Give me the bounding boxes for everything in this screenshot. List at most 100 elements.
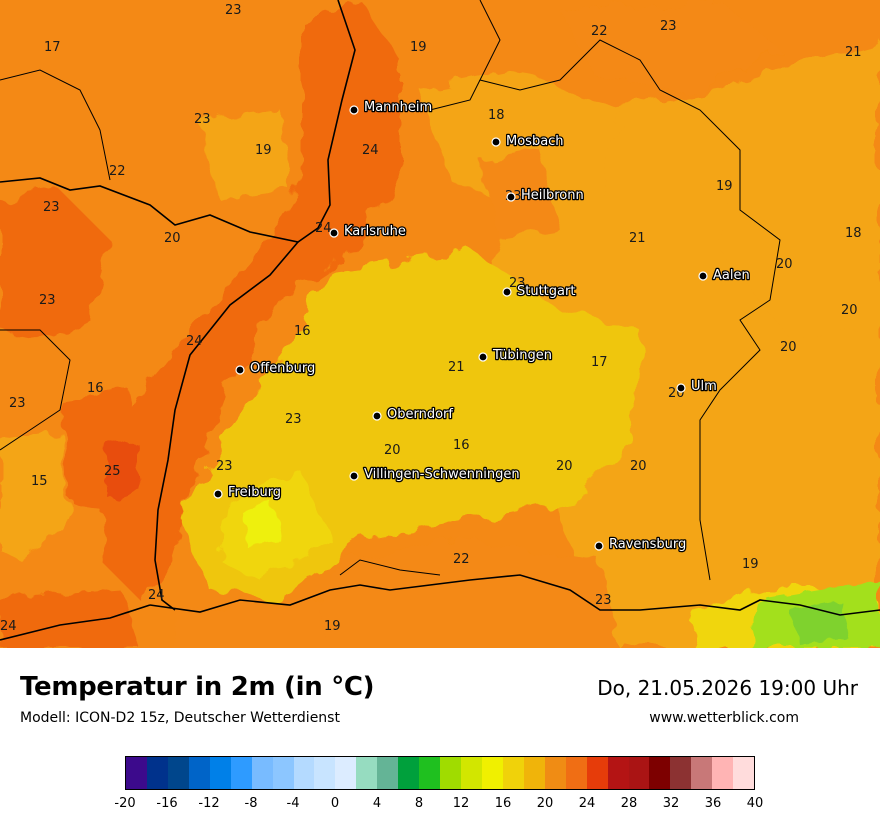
value-label: 16 <box>453 438 470 453</box>
legend-tick-label: 28 <box>620 796 638 811</box>
city-label-tuebingen[interactable]: Tübingen <box>491 347 554 365</box>
legend-swatch <box>712 757 734 789</box>
city-label-karlsruhe[interactable]: Karlsruhe <box>343 223 407 241</box>
legend-swatch <box>733 757 755 789</box>
legend-tick-label: -16 <box>156 796 178 811</box>
value-label: 20 <box>630 459 647 474</box>
map-title: Temperatur in 2m (in °C) <box>20 672 375 702</box>
legend-tick-label: 20 <box>536 796 554 811</box>
legend-swatch <box>377 757 399 789</box>
legend-tick-label: 32 <box>662 796 680 811</box>
value-label: 18 <box>488 108 505 123</box>
legend-swatch <box>523 757 545 789</box>
city-label-heilbronn[interactable]: Heilbronn <box>520 187 585 205</box>
legend-swatch <box>293 757 315 789</box>
legend-swatch <box>146 757 168 789</box>
color-scale <box>125 756 755 790</box>
legend-tick-label: 12 <box>452 796 470 811</box>
legend-tick-label: -12 <box>198 796 220 811</box>
legend-tick-label: -20 <box>114 796 136 811</box>
value-label: 24 <box>0 619 17 634</box>
value-label: 24 <box>315 221 332 236</box>
legend-swatch <box>230 757 252 789</box>
legend-tick-label: -8 <box>244 796 258 811</box>
city-label-mannheim[interactable]: Mannheim <box>363 99 434 117</box>
city-markers: Mannheim Mosbach Heilbronn Karlsruhe Aal… <box>213 99 751 554</box>
legend-swatch <box>502 757 524 789</box>
value-label: 23 <box>216 459 233 474</box>
city-label-offenburg[interactable]: Offenburg <box>249 360 317 378</box>
value-label: 23 <box>660 19 677 34</box>
city-label-ravensburg[interactable]: Ravensburg <box>608 536 688 554</box>
city-label-ulm[interactable]: Ulm <box>690 378 718 396</box>
city-dot <box>676 383 686 393</box>
temperature-fields <box>0 0 880 648</box>
city-dot <box>329 228 339 238</box>
value-label: 19 <box>255 143 272 158</box>
value-label: 21 <box>448 360 465 375</box>
city-label-aalen[interactable]: Aalen <box>712 267 751 285</box>
legend-swatch <box>607 757 629 789</box>
value-label: 20 <box>841 303 858 318</box>
city-dot <box>502 287 512 297</box>
temperature-fields-cool <box>750 580 880 648</box>
legend-tick-label: 4 <box>372 796 382 811</box>
city-label-mosbach[interactable]: Mosbach <box>505 133 565 151</box>
city-dot <box>698 271 708 281</box>
value-label: 20 <box>164 231 181 246</box>
city-dot <box>478 352 488 362</box>
legend-swatch <box>481 757 503 789</box>
value-label: 20 <box>780 340 797 355</box>
value-label: 23 <box>595 593 612 608</box>
country-borders <box>0 0 880 641</box>
value-label: 17 <box>591 355 608 370</box>
city-label-villingen-schwenningen[interactable]: Villingen-Schwenningen <box>363 466 521 484</box>
value-label: 23 <box>225 3 242 18</box>
value-label: 19 <box>742 557 759 572</box>
value-label: 20 <box>776 257 793 272</box>
legend-swatch <box>419 757 441 789</box>
color-scale-ticks: -20 -16 -12 -8 -4 0 4 8 12 16 20 24 28 32 36 40 <box>0 791 880 821</box>
value-label: 23 <box>194 112 211 127</box>
value-label: 21 <box>845 45 862 60</box>
legend-swatch <box>272 757 294 789</box>
value-label: 19 <box>716 179 733 194</box>
city-label-oberndorf[interactable]: Oberndorf <box>386 406 455 424</box>
value-label: 16 <box>87 381 104 396</box>
legend-swatch <box>670 757 692 789</box>
state-borders <box>0 0 781 581</box>
legend-swatch <box>565 757 587 789</box>
legend-swatch <box>586 757 608 789</box>
value-label: 19 <box>410 40 427 55</box>
legend-swatch <box>188 757 210 789</box>
legend-swatch <box>691 757 713 789</box>
city-label-freiburg[interactable]: Freiburg <box>227 484 283 502</box>
value-label: 23 <box>509 276 526 291</box>
city-label-stuttgart[interactable]: Stuttgart <box>516 283 577 301</box>
city-dot <box>506 192 516 202</box>
website-link[interactable]: www.wetterblick.com <box>649 710 799 726</box>
legend-swatch <box>398 757 420 789</box>
legend-swatch <box>126 757 147 789</box>
value-label: 18 <box>845 226 862 241</box>
city-dot <box>213 489 223 499</box>
legend-swatch <box>335 757 357 789</box>
map-footer: Temperatur in 2m (in °C) Modell: ICON-D2… <box>0 648 880 830</box>
legend-swatch <box>440 757 461 789</box>
city-dot <box>491 137 501 147</box>
legend-swatch <box>461 757 482 789</box>
city-dot <box>235 365 245 375</box>
value-label: 23 <box>285 412 302 427</box>
value-label: 17 <box>44 40 61 55</box>
legend-swatch <box>251 757 273 789</box>
value-label: 24 <box>148 588 165 603</box>
temperature-map[interactable]: 23 17 19 22 23 21 23 18 19 24 22 23 20 2… <box>0 0 880 648</box>
legend-swatch <box>167 757 189 789</box>
city-dot <box>372 411 382 421</box>
value-label: 19 <box>324 619 341 634</box>
value-label: 22 <box>109 164 126 179</box>
legend-swatch <box>314 757 336 789</box>
legend-tick-label: 40 <box>746 796 764 811</box>
legend-swatch <box>356 757 378 789</box>
city-dot <box>349 105 359 115</box>
